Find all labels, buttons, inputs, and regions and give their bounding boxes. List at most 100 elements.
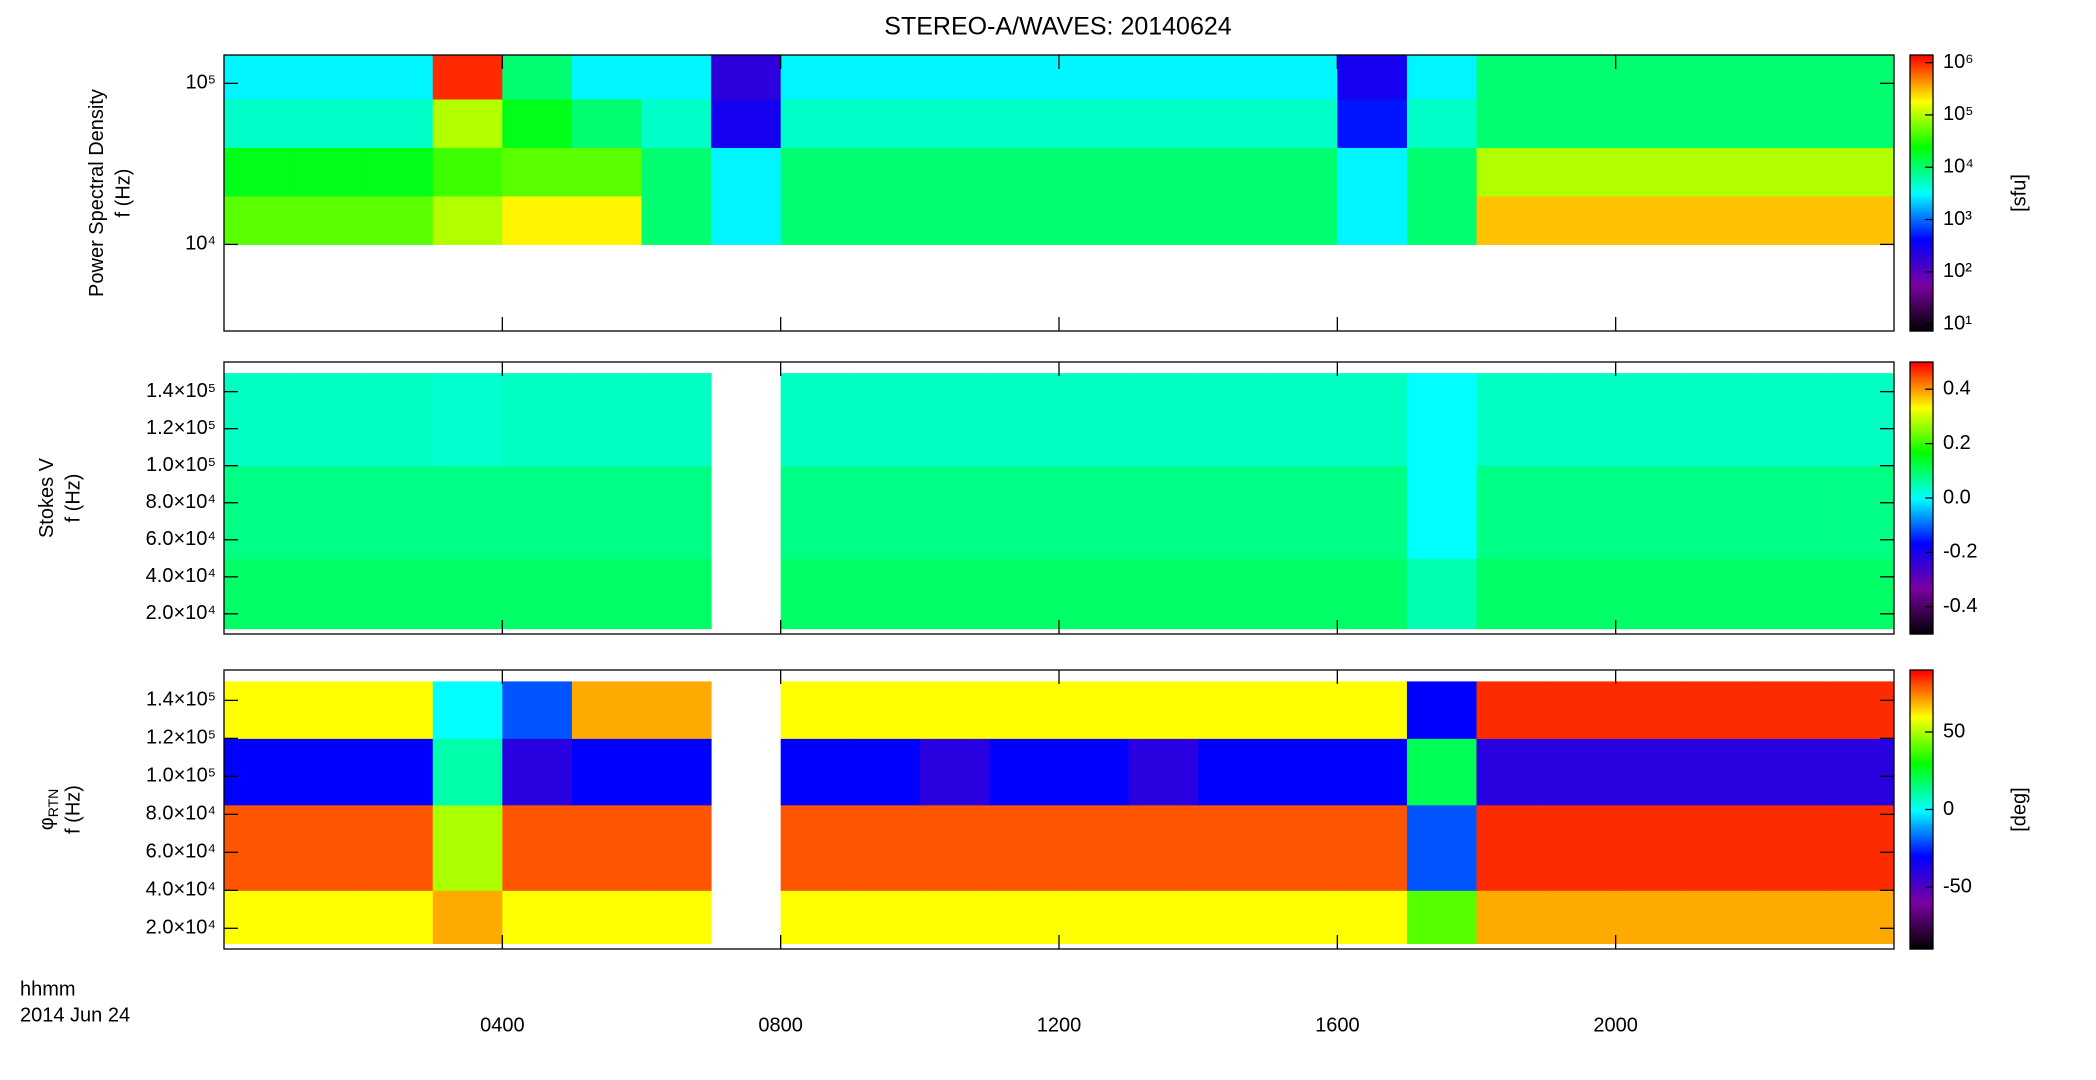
colorbar-swatch xyxy=(1910,707,1933,711)
colorbar-swatch xyxy=(1910,790,1933,794)
y-tick-label: 1.2×10⁵ xyxy=(146,727,216,749)
heatmap-cell xyxy=(1615,195,1686,245)
colorbar-swatch xyxy=(1910,409,1933,413)
colorbar-swatch xyxy=(1910,420,1933,424)
colorbar-swatch xyxy=(1910,250,1933,254)
colorbar-swatch xyxy=(1910,368,1933,372)
heatmap-cell xyxy=(1546,558,1617,630)
heatmap-cell xyxy=(1267,804,1338,891)
colorbar-swatch xyxy=(1910,534,1933,538)
colorbar-swatch xyxy=(1910,930,1933,934)
heatmap-cell xyxy=(363,681,434,739)
heatmap-cell xyxy=(1128,738,1199,806)
heatmap-cell xyxy=(780,55,851,100)
heatmap-cell xyxy=(850,98,921,148)
heatmap-cell xyxy=(1337,804,1408,891)
colorbar-swatch xyxy=(1910,128,1933,132)
colorbar-swatch xyxy=(1910,516,1933,519)
heatmap-cell xyxy=(1059,804,1130,891)
colorbar-swatch xyxy=(1910,232,1933,235)
colorbar-swatch xyxy=(1910,744,1933,748)
heatmap-cell xyxy=(919,147,990,197)
heatmap-cell xyxy=(1337,195,1408,245)
colorbar-swatch xyxy=(1910,550,1933,553)
heatmap-cell xyxy=(850,465,921,559)
heatmap-cell xyxy=(641,147,712,197)
colorbar-swatch xyxy=(1910,765,1933,769)
heatmap-cell xyxy=(571,804,642,891)
heatmap-cell xyxy=(1128,373,1199,467)
colorbar-swatch xyxy=(1910,64,1933,68)
colorbar-swatch xyxy=(1910,702,1933,706)
heatmap-cell xyxy=(1337,98,1408,148)
colorbar-swatch xyxy=(1910,204,1933,208)
colorbar-swatch xyxy=(1910,509,1933,513)
heatmap-cell xyxy=(1476,804,1547,891)
heatmap-cell xyxy=(780,738,851,806)
colorbar-swatch xyxy=(1910,416,1933,420)
heatmap-cell xyxy=(641,55,712,100)
colorbar-swatch xyxy=(1910,126,1933,130)
heatmap-cell xyxy=(1824,55,1895,100)
heatmap-cell xyxy=(780,147,851,197)
colorbar-swatch xyxy=(1910,423,1933,427)
heatmap-cell xyxy=(502,465,573,559)
heatmap-cell xyxy=(711,98,782,148)
heatmap-cell xyxy=(224,681,295,739)
colorbar-swatch xyxy=(1910,202,1933,206)
colorbar-swatch xyxy=(1910,239,1933,242)
heatmap-cell xyxy=(363,98,434,148)
heatmap-cell xyxy=(224,804,295,891)
colorbar-swatch xyxy=(1910,670,1933,673)
colorbar-swatch xyxy=(1910,227,1933,231)
x-axis-sublabel: 2014 Jun 24 xyxy=(20,1004,130,1026)
colorbar-swatch xyxy=(1910,163,1933,166)
heatmap-cell xyxy=(1128,558,1199,630)
colorbar-swatch xyxy=(1910,588,1933,592)
heatmap-cell xyxy=(1406,55,1477,100)
colorbar-swatch xyxy=(1910,386,1933,390)
heatmap-cell xyxy=(1754,195,1825,245)
colorbar-swatch xyxy=(1910,683,1933,687)
colorbar-swatch xyxy=(1910,308,1933,311)
colorbar-swatch xyxy=(1910,174,1933,178)
colorbar-swatch xyxy=(1910,188,1933,192)
heatmap-cell xyxy=(780,98,851,148)
colorbar-swatch xyxy=(1910,672,1933,676)
y-tick-label: 2.0×10⁴ xyxy=(146,602,216,624)
heatmap-cell xyxy=(293,98,364,148)
colorbar-swatch xyxy=(1910,676,1933,680)
colorbar-swatch xyxy=(1910,291,1933,295)
colorbar-swatch xyxy=(1910,883,1933,887)
colorbar-swatch xyxy=(1910,807,1933,811)
colorbar-swatch xyxy=(1910,821,1933,825)
heatmap-cell xyxy=(571,195,642,245)
colorbar-swatch xyxy=(1910,753,1933,757)
colorbar-swatch xyxy=(1910,101,1933,104)
heatmap-cell xyxy=(1059,98,1130,148)
colorbar-swatch xyxy=(1910,61,1933,65)
colorbar-swatch xyxy=(1910,156,1933,160)
colorbar-swatch xyxy=(1910,756,1933,759)
heatmap-cell xyxy=(1198,681,1269,739)
colorbar-swatch xyxy=(1910,165,1933,169)
heatmap-cell xyxy=(293,465,364,559)
colorbar-swatch xyxy=(1910,504,1933,508)
heatmap-cell xyxy=(1337,738,1408,806)
heatmap-cell xyxy=(571,738,642,806)
colorbar-swatch xyxy=(1910,59,1933,63)
colorbar-swatch xyxy=(1910,909,1933,913)
colorbar-swatch xyxy=(1910,282,1933,286)
heatmap-cell xyxy=(224,147,295,197)
heatmap-cell xyxy=(1267,195,1338,245)
heatmap-cell xyxy=(711,147,782,197)
colorbar-tick-label: 10⁵ xyxy=(1943,103,1974,125)
colorbar-swatch xyxy=(1910,373,1933,377)
colorbar-swatch xyxy=(1910,393,1933,397)
colorbar-swatch xyxy=(1910,117,1933,120)
heatmap-cell xyxy=(1685,373,1756,467)
heatmap-cell xyxy=(780,804,851,891)
heatmap-cell xyxy=(641,738,712,806)
colorbar-swatch xyxy=(1910,776,1933,780)
